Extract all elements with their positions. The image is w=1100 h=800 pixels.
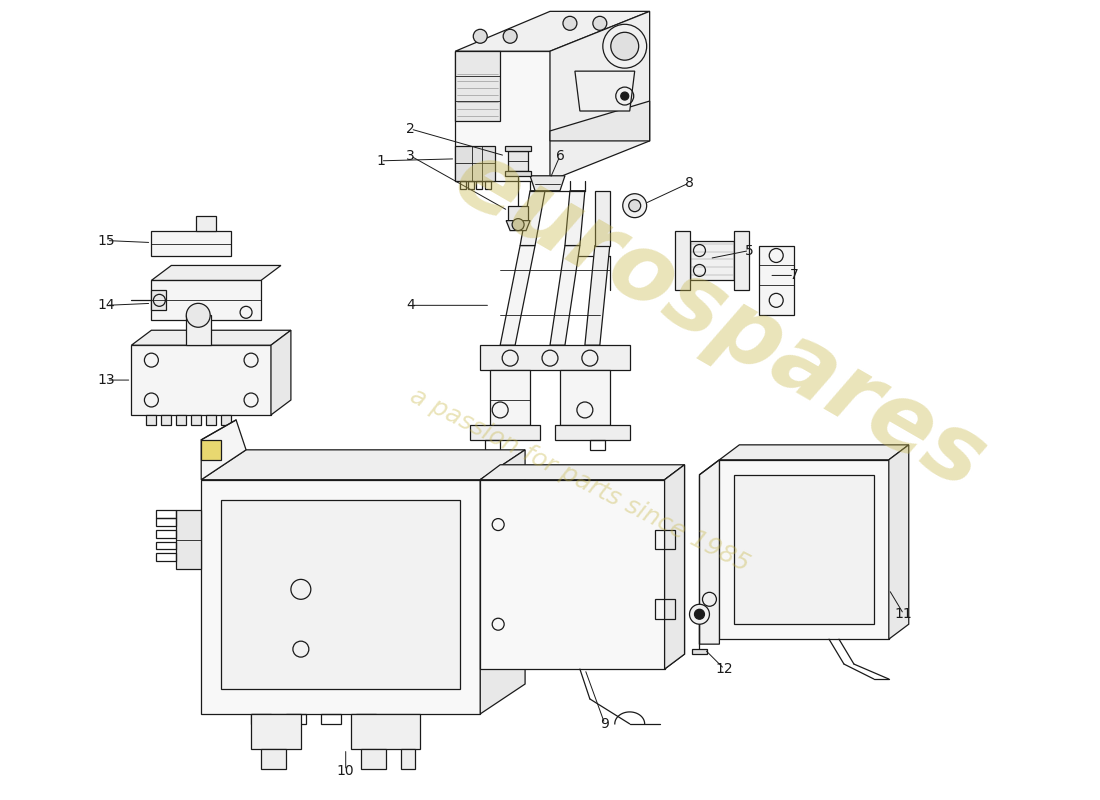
Polygon shape [585, 246, 609, 345]
Polygon shape [132, 330, 290, 345]
Text: 8: 8 [685, 176, 694, 190]
Polygon shape [505, 146, 531, 151]
Polygon shape [759, 246, 794, 315]
Polygon shape [735, 474, 873, 624]
Circle shape [629, 200, 640, 212]
Polygon shape [221, 500, 460, 689]
Polygon shape [575, 71, 635, 111]
Circle shape [563, 16, 576, 30]
Text: 15: 15 [98, 234, 116, 247]
Polygon shape [251, 714, 301, 749]
Polygon shape [500, 246, 535, 345]
Polygon shape [152, 290, 166, 310]
Text: 12: 12 [716, 662, 734, 676]
Text: 3: 3 [406, 149, 415, 163]
Text: 7: 7 [790, 269, 799, 282]
Text: 10: 10 [337, 764, 354, 778]
Polygon shape [550, 101, 650, 141]
Polygon shape [162, 415, 172, 425]
Text: 4: 4 [406, 298, 415, 312]
Circle shape [620, 92, 629, 100]
Text: 9: 9 [601, 717, 609, 731]
Polygon shape [520, 190, 544, 246]
Polygon shape [221, 415, 231, 425]
Polygon shape [152, 230, 231, 255]
Polygon shape [481, 465, 684, 480]
Polygon shape [530, 176, 565, 190]
Text: 2: 2 [406, 122, 415, 136]
Polygon shape [506, 221, 530, 230]
Polygon shape [455, 11, 650, 51]
Polygon shape [556, 425, 629, 440]
Text: eurospares: eurospares [438, 131, 1001, 510]
Text: 5: 5 [745, 243, 754, 258]
Polygon shape [271, 330, 290, 415]
Polygon shape [508, 206, 528, 221]
Text: 6: 6 [556, 149, 564, 163]
Polygon shape [700, 460, 719, 644]
Polygon shape [664, 465, 684, 669]
Circle shape [694, 610, 704, 619]
Circle shape [610, 32, 639, 60]
Polygon shape [132, 345, 271, 415]
Text: a passion for parts since 1985: a passion for parts since 1985 [406, 383, 754, 576]
Polygon shape [176, 510, 201, 570]
Polygon shape [481, 450, 525, 714]
Polygon shape [508, 151, 528, 170]
Circle shape [623, 194, 647, 218]
Circle shape [593, 16, 607, 30]
Polygon shape [201, 420, 246, 480]
Polygon shape [690, 241, 735, 281]
Polygon shape [361, 749, 386, 769]
Polygon shape [491, 370, 530, 425]
Polygon shape [201, 440, 221, 460]
Polygon shape [505, 170, 531, 176]
Polygon shape [664, 465, 684, 669]
Polygon shape [455, 146, 495, 181]
Polygon shape [206, 415, 217, 425]
Text: 11: 11 [895, 607, 913, 622]
Circle shape [186, 303, 210, 327]
Polygon shape [692, 649, 707, 654]
Polygon shape [152, 281, 261, 320]
Polygon shape [550, 11, 650, 181]
Polygon shape [719, 460, 889, 639]
Circle shape [503, 30, 517, 43]
Polygon shape [400, 749, 416, 769]
Text: 13: 13 [98, 373, 116, 387]
Polygon shape [481, 480, 664, 669]
Circle shape [603, 24, 647, 68]
Text: 14: 14 [98, 298, 116, 312]
Polygon shape [674, 230, 690, 290]
Polygon shape [261, 749, 286, 769]
Polygon shape [176, 415, 186, 425]
Polygon shape [889, 445, 909, 639]
Polygon shape [146, 415, 156, 425]
Polygon shape [735, 230, 749, 290]
Circle shape [473, 30, 487, 43]
Polygon shape [481, 345, 629, 370]
Text: 1: 1 [376, 154, 385, 168]
Polygon shape [351, 714, 420, 749]
Polygon shape [560, 370, 609, 425]
Polygon shape [152, 266, 280, 281]
Circle shape [513, 218, 524, 230]
Polygon shape [201, 480, 481, 714]
Polygon shape [550, 246, 580, 345]
Polygon shape [201, 450, 525, 480]
Polygon shape [455, 51, 550, 181]
Polygon shape [191, 415, 201, 425]
Polygon shape [455, 51, 500, 121]
Polygon shape [595, 190, 609, 246]
Polygon shape [565, 190, 585, 246]
Polygon shape [196, 216, 217, 230]
Polygon shape [719, 445, 909, 460]
Polygon shape [471, 425, 540, 440]
Circle shape [690, 604, 710, 624]
Polygon shape [186, 315, 211, 345]
